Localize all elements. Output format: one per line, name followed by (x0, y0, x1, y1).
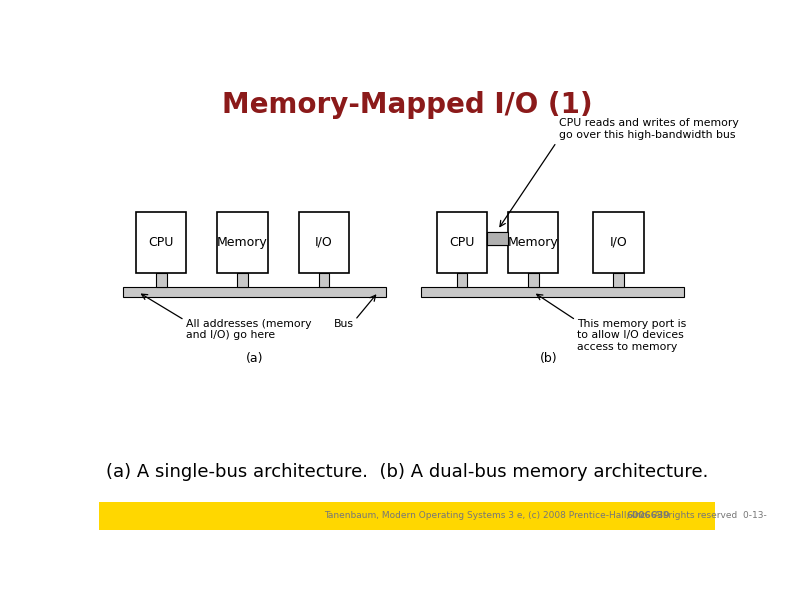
Bar (437, 212, 488, 273)
Bar (299, 212, 349, 273)
Text: (a) A single-bus architecture.  (b) A dual-bus memory architecture.: (a) A single-bus architecture. (b) A dua… (106, 463, 708, 481)
Bar (613, 273, 624, 287)
Text: CPU reads and writes of memory
go over this high-bandwidth bus: CPU reads and writes of memory go over t… (559, 118, 738, 140)
Text: 6006639: 6006639 (626, 511, 670, 520)
Text: CPU: CPU (148, 236, 174, 249)
Bar (318, 273, 330, 287)
Text: Memory: Memory (218, 236, 268, 249)
Bar (421, 287, 684, 297)
Bar (99, 502, 715, 530)
Text: (a): (a) (245, 352, 263, 365)
Text: I/O: I/O (610, 236, 627, 249)
Text: (b): (b) (540, 352, 557, 365)
Bar (508, 212, 558, 273)
Bar (237, 273, 248, 287)
Bar (218, 212, 268, 273)
Bar (528, 273, 538, 287)
Text: Bus: Bus (333, 318, 353, 328)
Bar (136, 212, 187, 273)
Text: I/O: I/O (315, 236, 333, 249)
Text: CPU: CPU (449, 236, 475, 249)
Bar (122, 287, 386, 297)
Bar (488, 231, 508, 245)
Text: Tanenbaum, Modern Operating Systems 3 e, (c) 2008 Prentice-Hall, Inc.  All right: Tanenbaum, Modern Operating Systems 3 e,… (324, 511, 767, 520)
Bar (488, 231, 508, 245)
Bar (156, 273, 167, 287)
Text: Memory: Memory (508, 236, 559, 249)
Bar (593, 212, 644, 273)
Text: All addresses (memory
and I/O) go here: All addresses (memory and I/O) go here (186, 318, 311, 340)
Text: This memory port is
to allow I/O devices
access to memory: This memory port is to allow I/O devices… (577, 318, 687, 352)
Bar (457, 273, 468, 287)
Text: Memory-Mapped I/O (1): Memory-Mapped I/O (1) (222, 90, 592, 118)
